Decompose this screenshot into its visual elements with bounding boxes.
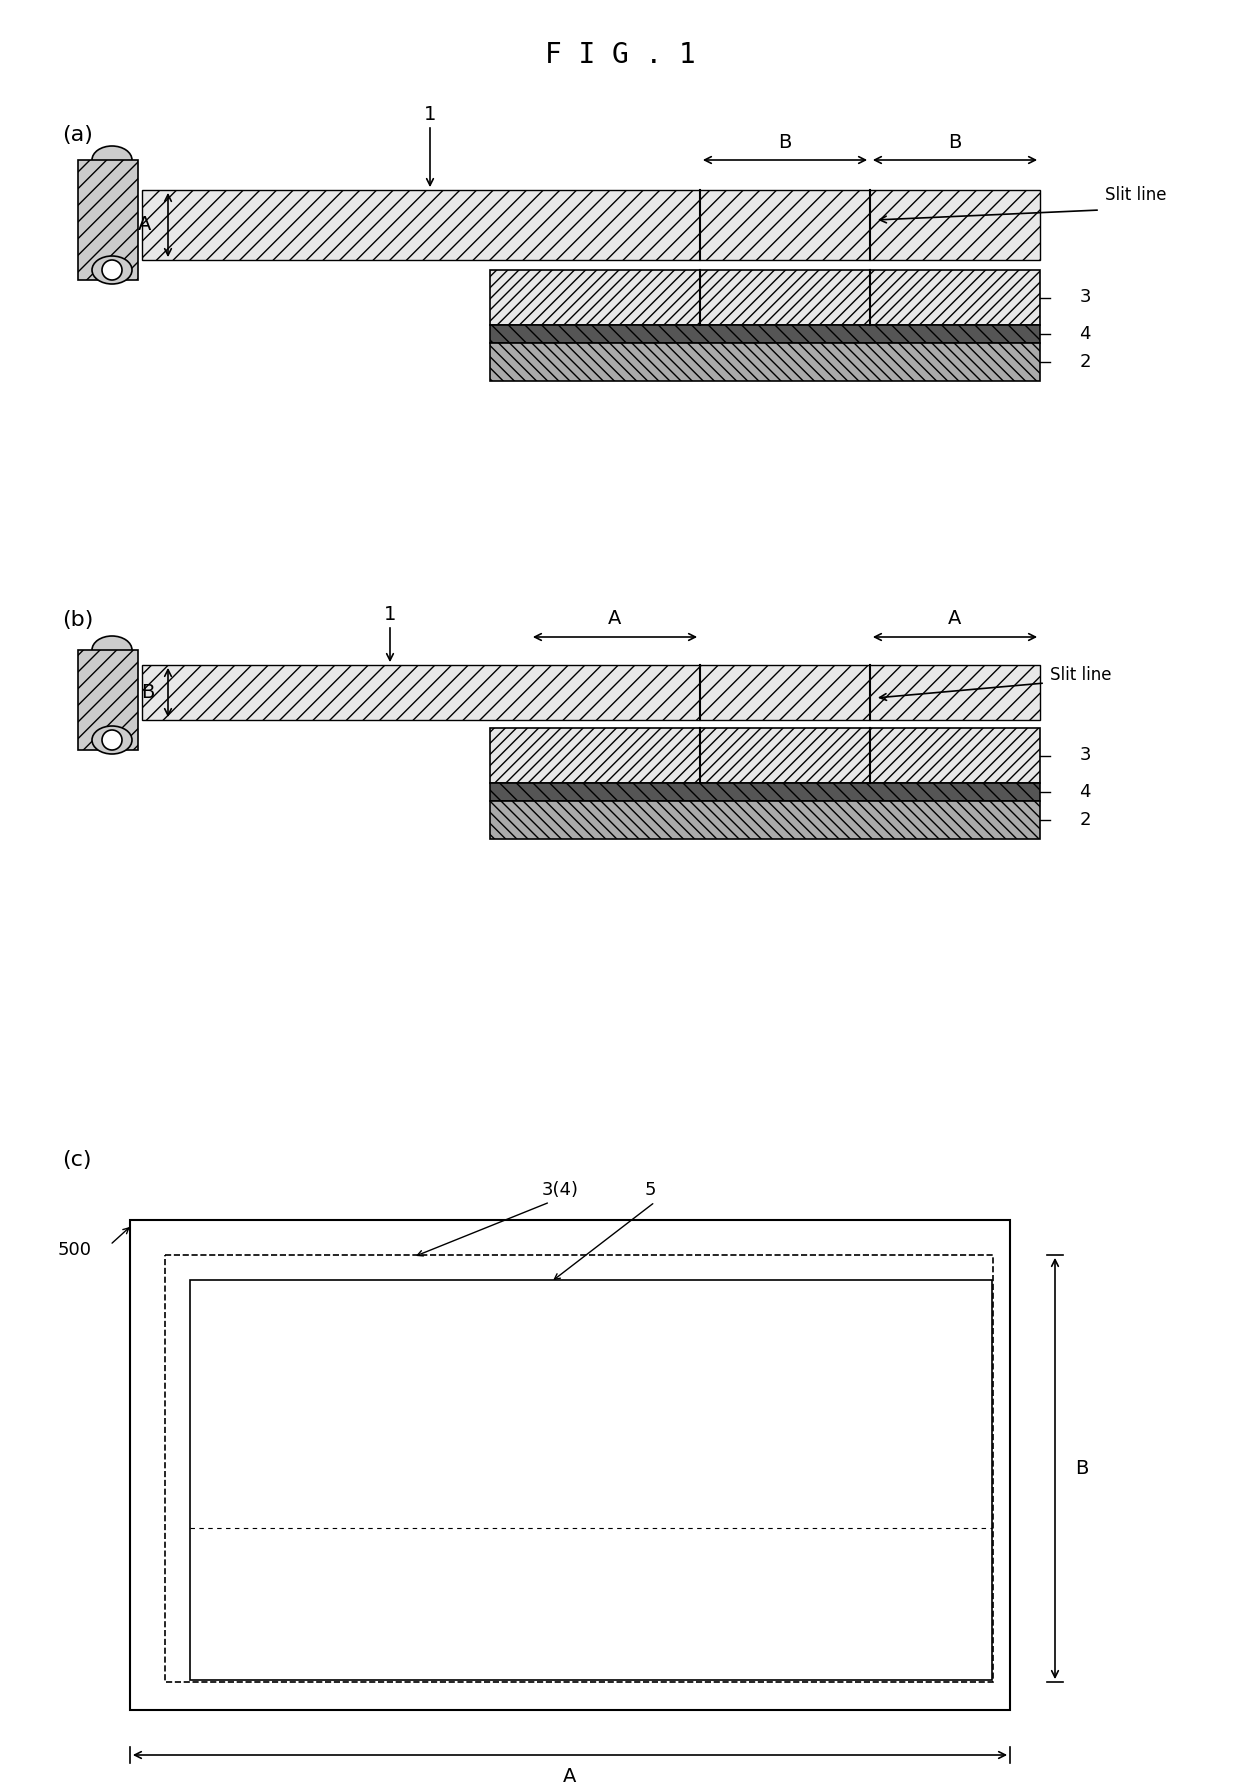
Ellipse shape [92,636,131,664]
Text: (c): (c) [62,1150,92,1170]
Bar [490,343,1040,380]
Text: A: A [563,1768,577,1786]
Text: 2: 2 [1079,354,1091,371]
Text: B: B [141,682,155,702]
Text: 4: 4 [1079,782,1091,800]
Text: 5: 5 [645,1181,656,1198]
Bar [490,800,1040,839]
Bar [143,189,1040,261]
Bar [490,270,1040,325]
Text: B: B [1075,1459,1089,1479]
Bar [143,664,1040,720]
Text: 500: 500 [58,1241,92,1259]
Text: 1: 1 [384,605,397,625]
Text: 3: 3 [1079,289,1091,307]
Bar [490,325,1040,343]
Bar [78,650,138,750]
Text: 1: 1 [424,105,436,125]
Text: B: B [779,132,791,152]
Bar [490,729,1040,782]
Text: Slit line: Slit line [1050,666,1111,684]
Bar [190,1281,992,1681]
Bar [490,782,1040,800]
Text: A: A [139,216,151,234]
Circle shape [102,730,122,750]
Text: 2: 2 [1079,811,1091,829]
Text: F I G . 1: F I G . 1 [544,41,696,70]
Text: A: A [609,609,621,629]
Text: 4: 4 [1079,325,1091,343]
Text: B: B [949,132,962,152]
Bar [78,161,138,280]
Text: (a): (a) [62,125,93,145]
Ellipse shape [92,255,131,284]
Circle shape [102,261,122,280]
Text: 3: 3 [1079,747,1091,764]
Bar [165,1256,992,1682]
Ellipse shape [92,725,131,754]
Ellipse shape [92,146,131,173]
Text: (b): (b) [62,611,93,630]
Bar [130,1220,1011,1709]
Text: Slit line: Slit line [1105,186,1167,204]
Text: A: A [949,609,962,629]
Text: 3(4): 3(4) [542,1181,579,1198]
